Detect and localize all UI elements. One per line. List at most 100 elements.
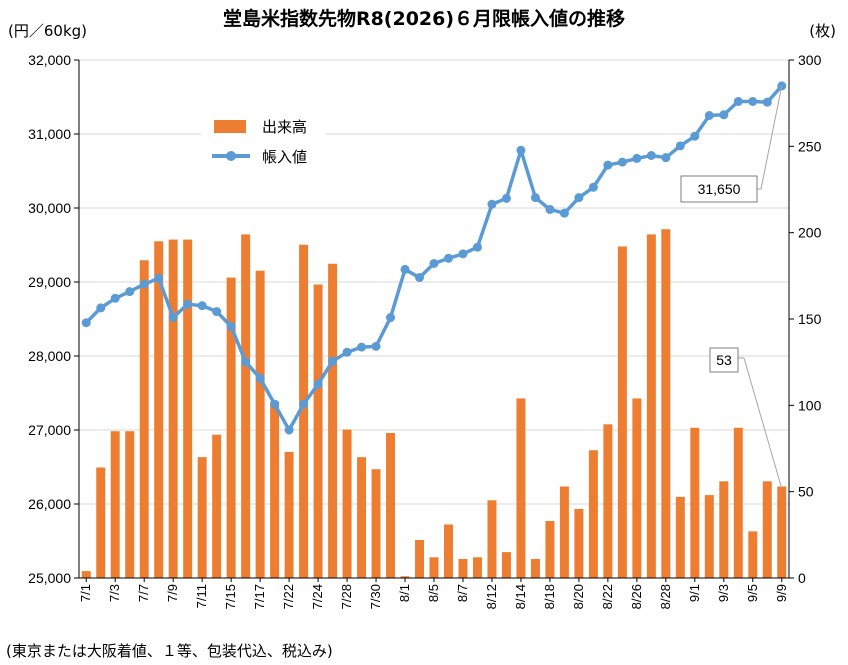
legend-bar-label: 出来高 <box>262 118 307 136</box>
x-tick-label: 7/11 <box>194 584 209 608</box>
settlement-point <box>110 293 120 303</box>
right-tick-label: 250 <box>798 138 822 154</box>
x-tick-label: 9/9 <box>774 584 789 602</box>
volume-bar <box>661 229 671 579</box>
volume-bar <box>415 540 425 578</box>
settlement-point <box>328 356 338 366</box>
x-tick-label: 8/5 <box>426 584 441 602</box>
volume-bar <box>719 481 729 578</box>
x-tick-label: 9/1 <box>687 584 702 602</box>
settlement-point <box>603 160 613 170</box>
right-tick-label: 200 <box>798 225 822 241</box>
volume-bar <box>443 524 453 578</box>
volume-bar <box>748 531 758 578</box>
volume-bar <box>125 431 135 578</box>
volume-bar <box>342 429 352 578</box>
x-tick-label: 9/5 <box>745 584 760 602</box>
settlement-point <box>212 307 222 317</box>
volume-bar <box>386 432 396 578</box>
settlement-point <box>530 193 540 203</box>
callout-leader <box>757 85 783 190</box>
volume-bar <box>762 481 772 578</box>
settlement-point <box>588 182 598 192</box>
x-tick-label: 8/7 <box>455 584 470 602</box>
settlement-point <box>429 259 439 268</box>
left-tick-label: 25,000 <box>28 570 71 586</box>
left-tick-label: 26,000 <box>28 496 71 512</box>
volume-bar <box>545 521 555 578</box>
volume-bar <box>588 450 598 578</box>
volume-bar <box>777 486 787 578</box>
x-tick-label: 8/12 <box>484 584 499 609</box>
right-tick-label: 0 <box>798 570 806 586</box>
settlement-point <box>690 131 700 141</box>
volume-bar <box>472 557 482 578</box>
volume-bar <box>241 234 251 579</box>
callout-box-settlement <box>680 175 758 203</box>
legend: 出来高 帳入値 <box>201 103 326 175</box>
volume-bar <box>516 398 526 578</box>
bar-series <box>81 229 787 579</box>
settlement-point <box>270 399 280 409</box>
x-tick-label: 7/24 <box>310 584 325 609</box>
legend-bar-swatch <box>214 120 246 133</box>
left-axis-unit: (円／60kg) <box>8 22 87 40</box>
callout-box-volume <box>709 347 739 373</box>
right-tick-label: 150 <box>798 311 822 327</box>
settlement-point <box>617 157 627 167</box>
volume-bar <box>487 500 497 578</box>
settlement-point <box>342 347 352 357</box>
volume-bar <box>632 398 642 578</box>
settlement-point <box>197 301 207 311</box>
legend-line-label: 帳入値 <box>262 148 307 166</box>
settlement-point <box>415 273 425 283</box>
volume-bar <box>255 270 265 578</box>
settlement-point <box>762 97 772 107</box>
x-tick-label: 7/7 <box>136 584 151 602</box>
right-tick-label: 50 <box>798 484 814 500</box>
x-tick-label: 7/30 <box>368 584 383 609</box>
x-tick-label: 7/22 <box>281 584 296 609</box>
volume-bar <box>704 495 714 578</box>
x-tick-label: 7/17 <box>252 584 267 609</box>
settlement-point <box>81 318 91 328</box>
settlement-point <box>574 193 584 203</box>
settlement-point <box>255 373 265 383</box>
volume-bar <box>81 571 91 578</box>
volume-bar <box>429 557 439 578</box>
volume-bar <box>617 246 627 579</box>
chart-title: 堂島米指数先物R8(2026)６月限帳入値の推移 <box>222 8 626 30</box>
x-tick-label: 7/15 <box>223 584 238 609</box>
volume-bar <box>357 457 367 578</box>
volume-bar <box>559 486 569 578</box>
volume-bar <box>574 508 584 578</box>
footnote: (東京または大阪着値、１等、包装代込、税込み) <box>6 642 333 660</box>
x-tick-label: 8/28 <box>658 584 673 609</box>
volume-bar <box>530 559 540 578</box>
x-tick-label: 8/1 <box>397 584 412 602</box>
volume-bar <box>197 457 207 578</box>
x-tick-label: 8/14 <box>513 584 528 609</box>
settlement-point <box>675 141 685 151</box>
x-tick-label: 7/1 <box>78 584 93 602</box>
volume-bar <box>328 263 338 578</box>
settlement-point <box>501 193 511 203</box>
volume-bar <box>675 496 685 578</box>
settlement-point <box>386 313 396 323</box>
settlement-point <box>241 357 251 367</box>
settlement-point <box>168 313 178 323</box>
volume-bar <box>603 424 613 578</box>
x-tick-label: 8/18 <box>542 584 557 609</box>
left-tick-label: 31,000 <box>28 126 71 142</box>
right-tick-label: 100 <box>798 397 822 413</box>
volume-bar <box>458 559 468 578</box>
settlement-point <box>299 399 309 409</box>
volume-bar <box>270 401 280 578</box>
left-tick-label: 32,000 <box>28 52 71 68</box>
x-tick-label: 7/9 <box>165 584 180 602</box>
x-tick-label: 9/3 <box>716 584 731 602</box>
settlement-point <box>733 96 743 106</box>
legend-box <box>201 103 326 175</box>
right-axis-unit: (枚) <box>809 22 836 40</box>
